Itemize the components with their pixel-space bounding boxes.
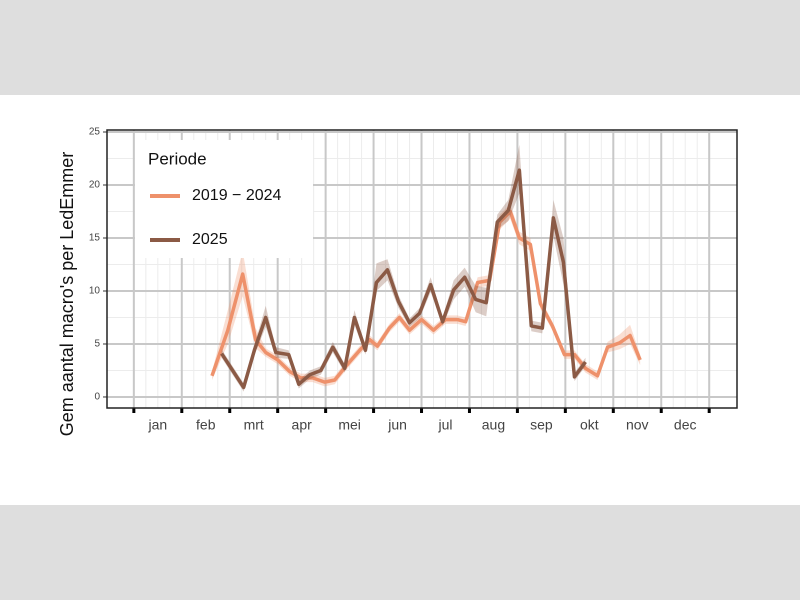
legend-title: Periode (148, 149, 207, 168)
bottom-band (0, 505, 800, 600)
y-axis-label: Gem aantal macro's per LedEmmer (57, 152, 77, 437)
y-tick-label: 25 (89, 127, 101, 138)
y-tick-label: 20 (89, 180, 101, 191)
x-tick-label: apr (292, 417, 313, 433)
x-tick-label: jun (387, 417, 407, 433)
top-band (0, 0, 800, 95)
x-tick-label: nov (626, 417, 649, 433)
x-tick-label: feb (196, 417, 216, 433)
y-tick-label: 0 (94, 392, 100, 403)
legend-label: 2019 − 2024 (192, 187, 282, 204)
x-tick-label: aug (482, 417, 505, 433)
x-tick-label: okt (580, 417, 599, 433)
y-tick-label: 15 (89, 233, 101, 244)
plot-frame (106, 129, 738, 409)
y-tick-label: 10 (89, 286, 101, 297)
x-tick-label: jul (437, 417, 452, 433)
series-line (220, 168, 587, 390)
x-tick-label: mrt (244, 417, 264, 433)
y-tick-label: 5 (94, 339, 100, 350)
x-tick-label: sep (530, 417, 553, 433)
x-tick-label: mei (338, 417, 361, 433)
x-tick-label: jan (147, 417, 167, 433)
legend-label: 2025 (192, 231, 228, 248)
x-tick-label: dec (674, 417, 697, 433)
